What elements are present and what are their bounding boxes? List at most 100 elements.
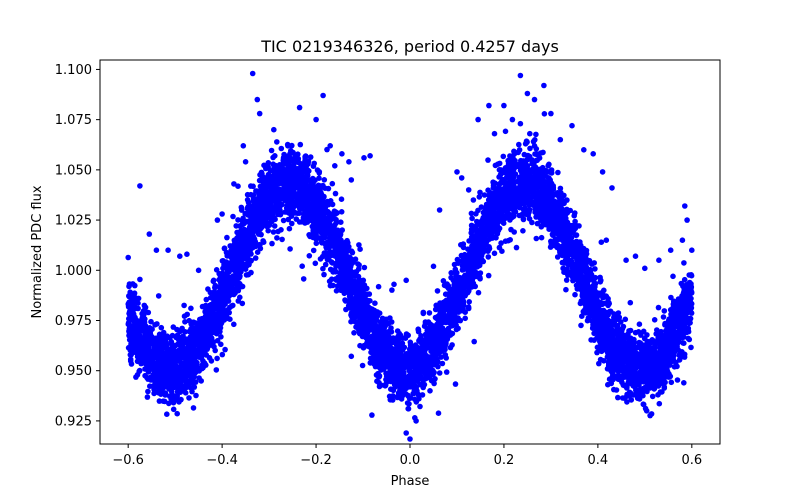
data-point: [316, 170, 323, 176]
data-point: [338, 196, 345, 202]
data-point: [375, 283, 382, 290]
data-point: [285, 216, 292, 223]
data-point: [296, 210, 303, 216]
data-point: [265, 160, 272, 166]
data-point: [616, 314, 623, 321]
data-point: [618, 319, 624, 325]
data-point: [321, 177, 328, 183]
data-point: [306, 253, 313, 259]
data-point: [355, 261, 361, 267]
data-point: [170, 406, 177, 413]
data-point: [214, 337, 221, 344]
data-point: [182, 319, 188, 325]
data-point: [359, 362, 366, 369]
data-point: [395, 335, 402, 342]
data-point: [164, 411, 170, 418]
data-point: [156, 398, 163, 404]
data-point: [322, 261, 329, 268]
data-point: [218, 341, 224, 348]
data-point: [420, 309, 427, 316]
data-point: [516, 141, 522, 148]
data-point: [515, 149, 521, 156]
data-point: [498, 240, 504, 246]
data-point: [160, 398, 167, 405]
data-point: [615, 394, 621, 401]
data-point: [419, 392, 426, 398]
data-point: [287, 246, 293, 252]
data-point: [188, 305, 194, 312]
data-point: [491, 250, 498, 257]
data-point: [327, 282, 334, 289]
data-point: [148, 318, 154, 325]
data-point: [443, 369, 450, 375]
data-point: [438, 354, 444, 360]
data-point: [189, 388, 195, 395]
data-point: [453, 270, 459, 277]
data-point: [320, 265, 326, 272]
data-point: [543, 167, 549, 174]
data-point: [268, 147, 275, 154]
data-point: [597, 356, 604, 363]
data-point: [324, 146, 330, 153]
data-point: [499, 248, 505, 254]
data-point: [155, 293, 162, 299]
data-point: [598, 239, 605, 245]
data-point: [144, 394, 151, 400]
data-point: [390, 393, 396, 399]
data-point: [439, 360, 446, 367]
data-points: [125, 70, 695, 442]
data-point: [681, 380, 687, 386]
data-point: [526, 202, 532, 208]
data-point: [412, 396, 418, 403]
data-point: [218, 334, 224, 340]
data-point: [353, 324, 359, 330]
data-point: [522, 141, 529, 147]
data-point: [142, 308, 149, 315]
data-point: [208, 358, 215, 364]
data-point: [389, 287, 395, 293]
data-point: [329, 215, 336, 222]
data-point: [538, 234, 545, 241]
data-point: [126, 293, 133, 300]
data-point: [214, 355, 220, 362]
data-point: [220, 265, 226, 272]
data-point: [468, 210, 475, 217]
data-point: [269, 240, 275, 247]
data-point: [313, 240, 320, 247]
data-point: [543, 206, 549, 213]
data-point: [270, 229, 277, 235]
data-point: [681, 276, 688, 283]
data-point: [274, 139, 280, 145]
data-point: [496, 160, 503, 167]
data-point: [322, 185, 328, 191]
data-point: [563, 286, 569, 293]
data-point: [204, 305, 210, 312]
data-point: [343, 306, 349, 313]
data-point: [654, 327, 660, 333]
data-point: [250, 183, 256, 190]
data-point: [427, 388, 433, 394]
data-point: [485, 272, 492, 279]
data-point: [656, 400, 663, 407]
data-point: [485, 157, 491, 163]
data-point: [636, 321, 643, 328]
data-point: [302, 153, 309, 159]
data-point: [373, 372, 380, 378]
data-point: [485, 254, 492, 260]
data-point: [224, 234, 230, 241]
data-point: [668, 294, 674, 301]
data-point: [674, 363, 680, 370]
data-point: [452, 381, 459, 387]
data-point: [311, 160, 318, 167]
data-point: [356, 242, 362, 248]
data-point: [627, 299, 634, 306]
data-point: [640, 401, 647, 408]
data-point: [244, 191, 251, 198]
data-point: [527, 145, 533, 152]
data-point: [688, 344, 694, 351]
data-point: [465, 305, 472, 312]
data-point: [299, 263, 306, 270]
data-point: [321, 271, 327, 278]
data-point: [280, 217, 287, 224]
